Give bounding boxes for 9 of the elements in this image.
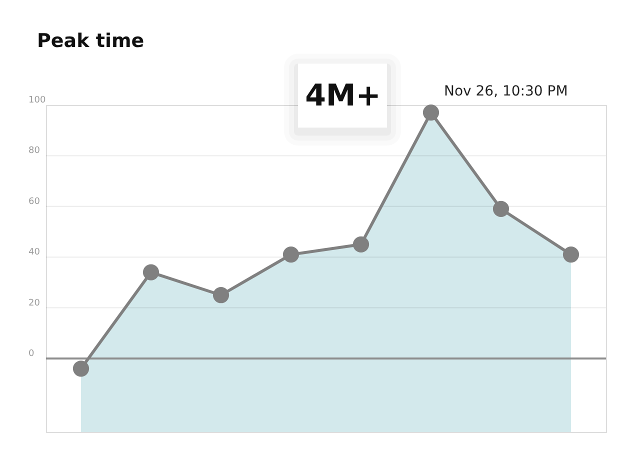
y-tick-label: 80 (28, 146, 40, 156)
y-tick-label: 60 (28, 196, 40, 207)
y-tick-label: 40 (28, 248, 40, 258)
annotation: 4M+ (305, 78, 381, 114)
y-tick-label: 0 (28, 348, 34, 359)
y-tick-label: 100 (28, 96, 46, 106)
chart-title: Peak time (37, 30, 144, 52)
y-tick-label: 20 (28, 298, 40, 308)
text: Nov 26, 10:30 PM (444, 84, 568, 100)
